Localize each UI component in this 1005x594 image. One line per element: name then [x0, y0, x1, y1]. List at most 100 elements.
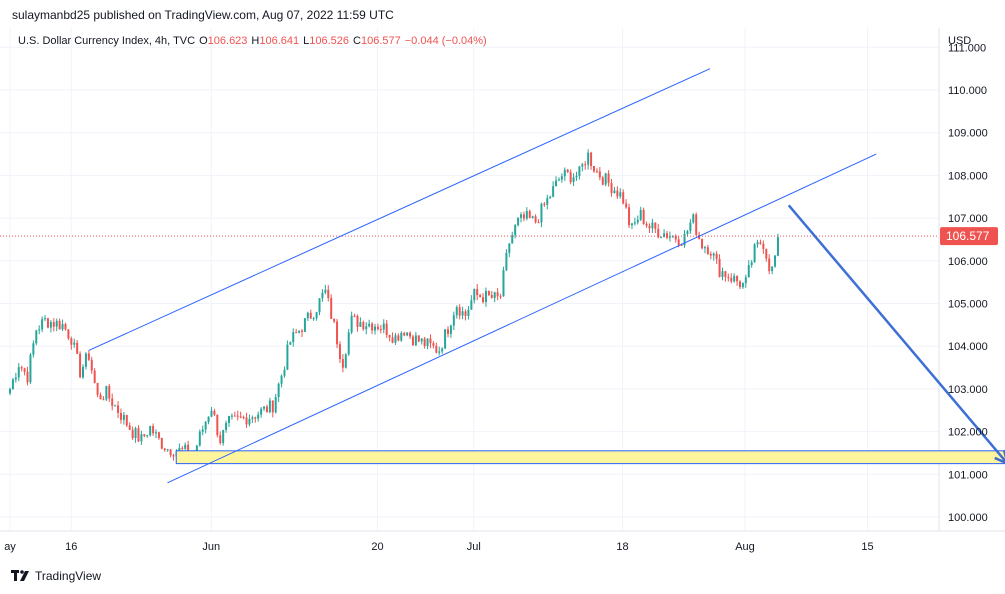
legend-open-label: O — [199, 35, 208, 47]
candle-body — [718, 258, 721, 277]
candle-body — [23, 368, 26, 372]
candle-body — [277, 383, 280, 398]
candle-body — [336, 321, 339, 345]
candle-body — [750, 262, 753, 266]
candle-body — [55, 320, 58, 327]
last-price-tag-text: 106.577 — [946, 229, 990, 243]
candle-body — [420, 338, 423, 342]
symbol-legend[interactable]: U.S. Dollar Currency Index, 4h, TVC O106.… — [18, 35, 487, 47]
price-tick-label: 110.000 — [948, 85, 987, 97]
candle-body — [528, 211, 531, 218]
time-axis: ay16Jun20Jul18Aug15Sep — [4, 541, 873, 553]
candle-body — [64, 324, 67, 330]
candle-body — [458, 307, 461, 316]
candle-body — [260, 408, 263, 415]
candle-body — [102, 399, 105, 401]
candle-body — [394, 335, 397, 343]
time-tick-label: 20 — [371, 541, 383, 553]
candle-body — [263, 406, 266, 409]
price-tick-label: 109.000 — [948, 128, 988, 140]
price-tick-label: 106.000 — [948, 256, 988, 268]
candle-body — [531, 216, 534, 218]
candle-body — [680, 244, 683, 246]
candle-body — [447, 329, 449, 334]
candle-body — [461, 311, 464, 316]
candle-body — [397, 335, 400, 341]
tradingview-brand-text: TradingView — [35, 569, 102, 583]
currency-label[interactable]: USD — [948, 35, 972, 47]
candle-body — [628, 207, 631, 226]
candle-body — [426, 338, 429, 347]
candle-body — [411, 336, 414, 346]
candle-body — [93, 370, 96, 383]
time-tick-label: ay — [4, 541, 16, 553]
candle-body — [157, 432, 160, 439]
candle-body — [572, 177, 575, 183]
candle-body — [651, 222, 654, 229]
candle-body — [598, 171, 601, 178]
price-chart[interactable]: 106.577 100.000 101.000 102.000 103.000 104.… — [0, 28, 1005, 562]
time-tick-label: 16 — [65, 541, 77, 553]
candle-body — [149, 426, 152, 436]
candle-body — [701, 238, 704, 249]
candle-body — [546, 198, 549, 205]
candle-body — [484, 290, 487, 303]
candle-body — [87, 353, 90, 360]
candle-body — [639, 209, 642, 220]
candle-body — [741, 283, 744, 288]
candle-body — [727, 276, 730, 278]
candle-body — [125, 414, 128, 426]
candle-body — [29, 354, 32, 383]
legend-change-value: −0.044 (−0.04%) — [404, 35, 487, 47]
candle-body — [414, 335, 417, 346]
candle-body — [721, 271, 724, 277]
candle-body — [306, 312, 309, 319]
candle-body — [604, 173, 607, 185]
candle-body — [522, 214, 525, 219]
candle-body — [84, 353, 87, 367]
candle-body — [114, 405, 117, 407]
candle-body — [709, 253, 712, 256]
price-tick-label: 107.000 — [948, 213, 988, 225]
legend-symbol: U.S. Dollar Currency Index, 4h, TVC — [18, 35, 196, 47]
price-tick-label: 105.000 — [948, 299, 988, 311]
candle-body — [236, 415, 239, 417]
price-tick-label: 104.000 — [948, 341, 988, 353]
candle-body — [344, 354, 347, 368]
publisher-caption: sulaymanbd25 published on TradingView.co… — [12, 8, 394, 22]
time-tick-label: 15 — [861, 541, 873, 553]
candle-body — [312, 318, 315, 320]
candle-body — [590, 152, 593, 166]
candle-body — [622, 192, 625, 204]
candle-body — [642, 209, 645, 224]
price-tick-label: 103.000 — [948, 384, 988, 396]
candle-body — [771, 266, 774, 272]
tradingview-logo[interactable]: TradingView — [11, 569, 101, 583]
candle-body — [733, 275, 736, 282]
candle-body — [9, 389, 11, 394]
candle-body — [768, 258, 771, 272]
candle-body — [327, 289, 330, 298]
candle-body — [11, 379, 14, 390]
candle-body — [449, 325, 452, 334]
candle-body — [479, 295, 482, 298]
candle-body — [400, 332, 403, 341]
candle-body — [181, 447, 184, 449]
candle-body — [20, 367, 23, 369]
candle-body — [233, 415, 236, 417]
candle-body — [187, 444, 190, 455]
candle-body — [35, 330, 38, 344]
candle-body — [58, 320, 61, 330]
price-tick-label: 102.000 — [948, 427, 988, 439]
candle-body — [648, 225, 651, 229]
candle-body — [683, 233, 686, 246]
candle-body — [666, 233, 668, 238]
candle-body — [119, 412, 122, 420]
candle-body — [382, 323, 385, 330]
lower-channel-line — [167, 153, 877, 484]
candle-body — [543, 203, 546, 205]
candle-body — [657, 228, 660, 238]
candle-body — [254, 417, 257, 419]
candle-body — [654, 222, 657, 229]
candle-body — [715, 253, 718, 259]
